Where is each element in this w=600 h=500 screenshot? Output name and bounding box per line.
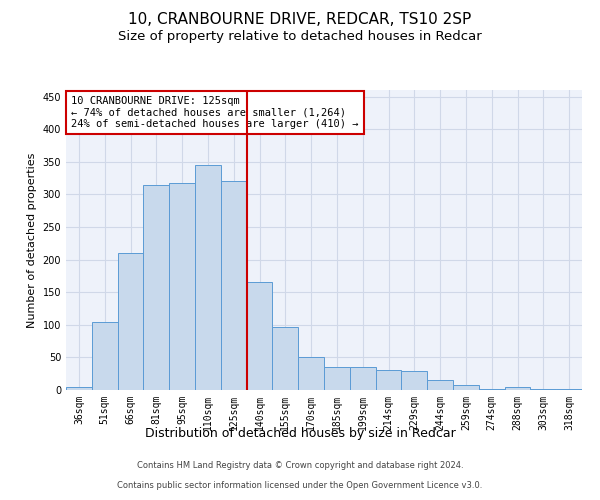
Text: Contains HM Land Registry data © Crown copyright and database right 2024.: Contains HM Land Registry data © Crown c…: [137, 461, 463, 470]
Bar: [195, 165, 221, 390]
Bar: [453, 386, 479, 390]
Bar: [479, 388, 505, 390]
Bar: [66, 386, 92, 390]
Bar: [427, 380, 453, 390]
Bar: [92, 322, 118, 390]
Bar: [376, 370, 401, 390]
Text: Size of property relative to detached houses in Redcar: Size of property relative to detached ho…: [118, 30, 482, 43]
Y-axis label: Number of detached properties: Number of detached properties: [27, 152, 37, 328]
Bar: [505, 386, 530, 390]
Bar: [169, 182, 195, 390]
Bar: [298, 358, 324, 390]
Bar: [118, 253, 143, 390]
Bar: [324, 367, 350, 390]
Text: Contains public sector information licensed under the Open Government Licence v3: Contains public sector information licen…: [118, 481, 482, 490]
Bar: [272, 326, 298, 390]
Bar: [350, 367, 376, 390]
Text: 10 CRANBOURNE DRIVE: 125sqm
← 74% of detached houses are smaller (1,264)
24% of : 10 CRANBOURNE DRIVE: 125sqm ← 74% of det…: [71, 96, 359, 129]
Bar: [221, 182, 247, 390]
Text: 10, CRANBOURNE DRIVE, REDCAR, TS10 2SP: 10, CRANBOURNE DRIVE, REDCAR, TS10 2SP: [128, 12, 472, 28]
Text: Distribution of detached houses by size in Redcar: Distribution of detached houses by size …: [145, 428, 455, 440]
Bar: [143, 184, 169, 390]
Bar: [247, 282, 272, 390]
Bar: [401, 371, 427, 390]
